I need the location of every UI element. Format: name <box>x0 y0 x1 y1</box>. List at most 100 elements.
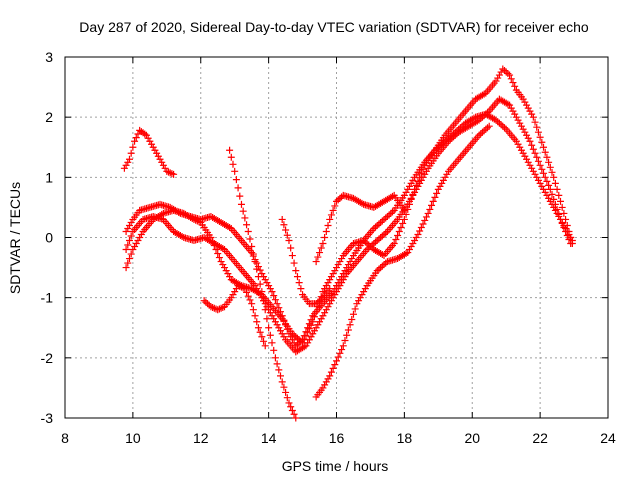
data-point <box>417 223 425 231</box>
data-point <box>365 241 373 249</box>
data-point <box>338 346 346 354</box>
data-point <box>499 65 507 73</box>
data-point <box>429 197 437 205</box>
data-point <box>512 113 520 121</box>
data-point <box>212 246 220 254</box>
data-point <box>341 337 349 345</box>
data-point <box>300 343 308 351</box>
data-point <box>293 273 301 281</box>
x-tick-label: 16 <box>329 430 345 446</box>
data-point <box>336 349 344 357</box>
data-point <box>263 279 271 287</box>
data-point <box>195 218 203 226</box>
data-point <box>528 110 536 118</box>
data-point <box>533 173 541 181</box>
data-point <box>543 191 551 199</box>
data-point <box>293 334 301 342</box>
data-point <box>567 234 575 241</box>
data-point <box>519 125 527 133</box>
data-point <box>560 209 568 217</box>
data-point <box>414 177 422 185</box>
data-point <box>523 101 531 109</box>
data-point <box>244 292 252 300</box>
data-point <box>543 153 551 161</box>
data-point <box>339 276 347 284</box>
data-point <box>519 95 527 103</box>
series-track-3 <box>122 95 575 356</box>
series-track-2 <box>122 110 576 350</box>
data-point <box>268 339 276 347</box>
x-tick-label: 22 <box>532 430 548 446</box>
data-point <box>246 235 254 243</box>
data-point <box>370 240 378 248</box>
data-point <box>319 384 327 392</box>
data-point <box>331 361 339 369</box>
data-point <box>314 321 322 329</box>
data-point <box>200 297 208 305</box>
data-point <box>407 195 415 203</box>
y-axis-label: SDTVAR / TECUs <box>7 182 23 294</box>
data-point <box>531 170 539 178</box>
data-point <box>521 128 529 136</box>
data-point <box>124 224 132 232</box>
data-point <box>546 163 554 171</box>
data-series <box>120 65 576 422</box>
data-point <box>416 173 424 181</box>
data-point <box>299 339 307 347</box>
data-point <box>400 191 408 199</box>
data-point <box>163 167 171 175</box>
data-point <box>341 267 349 275</box>
data-point <box>402 250 410 258</box>
data-point <box>229 160 237 168</box>
x-tick-label: 12 <box>193 430 209 446</box>
data-point <box>414 230 422 238</box>
data-point <box>273 300 281 308</box>
data-point <box>378 251 386 259</box>
data-point <box>210 242 218 250</box>
data-point <box>399 219 407 227</box>
y-tick-label: -3 <box>41 410 54 426</box>
y-tick-label: 0 <box>45 230 53 246</box>
data-point <box>517 122 525 130</box>
data-point <box>506 101 514 109</box>
data-point <box>300 335 308 343</box>
data-point <box>553 185 561 193</box>
data-point <box>261 306 269 314</box>
data-point <box>546 185 554 193</box>
data-point <box>392 236 400 244</box>
data-point <box>545 194 553 202</box>
data-point <box>161 164 169 172</box>
y-tick-label: -2 <box>41 350 54 366</box>
data-point <box>253 318 261 326</box>
data-point <box>558 219 566 227</box>
data-point <box>129 246 137 254</box>
data-point <box>378 262 386 270</box>
data-point <box>314 253 322 261</box>
data-point <box>450 133 458 141</box>
data-point <box>356 294 364 302</box>
data-point <box>538 165 546 173</box>
data-point <box>193 217 201 225</box>
data-point <box>514 116 522 124</box>
data-point <box>416 227 424 235</box>
data-point <box>131 243 139 251</box>
data-point <box>550 195 558 203</box>
data-point <box>411 185 419 193</box>
data-point <box>516 143 524 151</box>
data-point <box>317 244 325 252</box>
data-point <box>322 282 330 290</box>
data-point <box>377 218 385 226</box>
data-point <box>236 192 244 200</box>
data-point <box>343 331 351 339</box>
data-point <box>241 285 249 293</box>
data-point <box>548 168 556 176</box>
data-point <box>136 234 144 241</box>
data-point <box>484 124 492 132</box>
data-point <box>336 282 344 290</box>
data-point <box>529 145 537 153</box>
data-point <box>565 227 573 235</box>
data-point <box>254 324 262 332</box>
data-point <box>433 189 441 197</box>
data-point <box>292 333 300 341</box>
data-point <box>310 327 318 335</box>
